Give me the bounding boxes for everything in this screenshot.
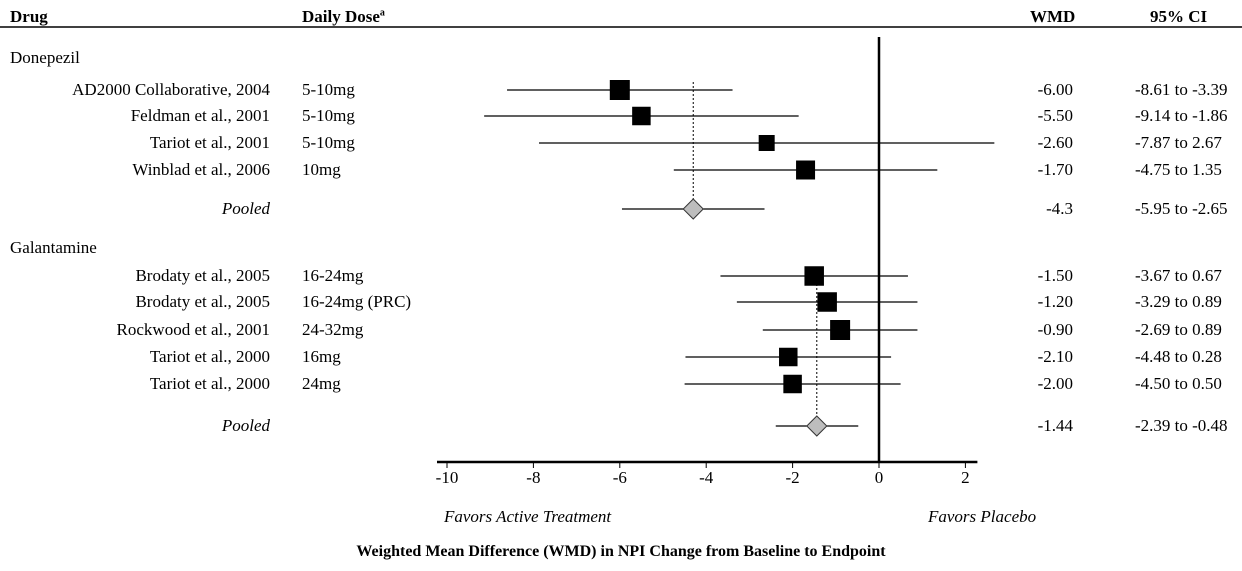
study-dose: 16mg — [302, 347, 341, 366]
group-label-donepezil: Donepezil — [10, 48, 80, 67]
study-ci: -8.61 to -3.39 — [1135, 80, 1228, 99]
study-label: Brodaty et al., 2005 — [135, 292, 270, 311]
estimate-square — [779, 347, 798, 367]
x-tick-label: -4 — [699, 468, 714, 487]
estimate-square — [796, 160, 816, 180]
study-wmd: -6.00 — [1037, 80, 1073, 99]
study-label: Feldman et al., 2001 — [130, 106, 270, 125]
study-ci: -9.14 to -1.86 — [1135, 106, 1228, 125]
header-dose-superscript: a — [379, 7, 385, 19]
study-ci: -4.75 to 1.35 — [1135, 160, 1222, 179]
study-ci: -7.87 to 2.67 — [1135, 133, 1222, 152]
study-label: Brodaty et al., 2005 — [135, 266, 270, 285]
study-label: Winblad et al., 2006 — [132, 160, 270, 179]
estimate-square — [830, 320, 851, 340]
study-wmd: -2.60 — [1037, 133, 1073, 152]
pooled-label: Pooled — [221, 199, 270, 218]
pooled-label: Pooled — [221, 416, 270, 435]
study-wmd: -1.70 — [1037, 160, 1073, 179]
pooled-wmd: -1.44 — [1037, 416, 1073, 435]
study-ci: -3.29 to 0.89 — [1135, 292, 1222, 311]
study-dose: 16-24mg — [302, 266, 364, 285]
study-wmd: -1.20 — [1037, 292, 1073, 311]
estimate-square — [632, 106, 651, 126]
header-wmd: WMD — [1030, 7, 1076, 26]
x-tick-label: -8 — [526, 468, 541, 487]
study-label: Rockwood et al., 2001 — [116, 320, 270, 339]
study-ci: -4.48 to 0.28 — [1135, 347, 1222, 366]
study-label: Tariot et al., 2000 — [149, 374, 270, 393]
study-dose: 24mg — [302, 374, 341, 393]
study-wmd: -1.50 — [1037, 266, 1073, 285]
header-dose: Daily Dosea — [302, 8, 385, 25]
study-wmd: -2.00 — [1037, 374, 1073, 393]
group-label-galantamine: Galantamine — [10, 238, 97, 257]
favors-placebo-label: Favors Placebo — [928, 507, 1037, 526]
x-tick-label: -2 — [785, 468, 800, 487]
study-ci: -3.67 to 0.67 — [1135, 266, 1222, 285]
pooled-ci: -2.39 to -0.48 — [1135, 416, 1228, 435]
study-label: AD2000 Collaborative, 2004 — [72, 80, 270, 99]
study-ci: -4.50 to 0.50 — [1135, 374, 1222, 393]
estimate-square — [783, 374, 802, 394]
study-ci: -2.69 to 0.89 — [1135, 320, 1222, 339]
header-drug: Drug — [10, 7, 48, 26]
estimate-square — [817, 292, 837, 312]
study-label: Tariot et al., 2000 — [149, 347, 270, 366]
pooled-ci: -5.95 to -2.65 — [1135, 199, 1228, 218]
study-wmd: -5.50 — [1037, 106, 1073, 125]
x-tick-label: 2 — [961, 468, 970, 487]
estimate-square — [609, 80, 630, 100]
x-axis-title: Weighted Mean Difference (WMD) in NPI Ch… — [356, 543, 886, 560]
x-tick-label: -6 — [612, 468, 627, 487]
study-dose: 5-10mg — [302, 106, 355, 125]
estimate-square — [758, 135, 775, 151]
study-wmd: -0.90 — [1037, 320, 1073, 339]
pooled-wmd: -4.3 — [1046, 199, 1073, 218]
estimate-square — [804, 266, 824, 286]
header-dose-label: Daily Dose — [302, 7, 380, 26]
study-label: Tariot et al., 2001 — [149, 133, 270, 152]
study-dose: 5-10mg — [302, 133, 355, 152]
study-dose: 24-32mg — [302, 320, 364, 339]
header-ci: 95% CI — [1150, 7, 1208, 26]
pooled-diamond — [682, 198, 704, 220]
pooled-diamond — [806, 415, 828, 437]
study-dose: 16-24mg (PRC) — [302, 292, 412, 311]
x-tick-label: 0 — [874, 468, 884, 487]
study-dose: 5-10mg — [302, 80, 355, 99]
favors-active-label: Favors Active Treatment — [444, 507, 612, 526]
study-dose: 10mg — [302, 160, 341, 179]
study-wmd: -2.10 — [1037, 347, 1073, 366]
x-tick-label: -10 — [435, 468, 459, 487]
